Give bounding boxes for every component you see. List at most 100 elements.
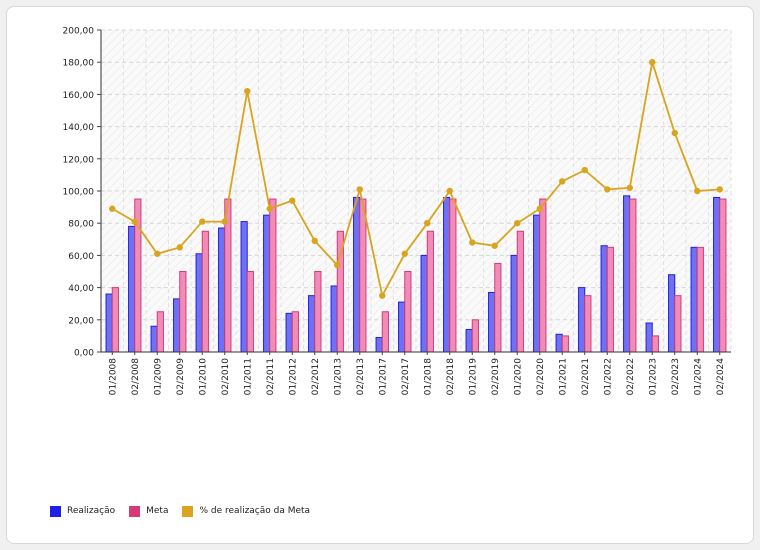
bar-meta (381, 311, 389, 353)
x-tick-label: 01/2018 (423, 358, 433, 396)
x-tick-label: 01/2021 (558, 358, 568, 395)
y-tick-label: 80,00 (68, 220, 94, 230)
point-percentual (649, 59, 656, 66)
bar-meta (426, 230, 434, 353)
point-percentual (401, 250, 408, 257)
y-tick-label: 0,00 (74, 349, 94, 359)
point-percentual (266, 205, 273, 212)
bar-realizacao (668, 274, 676, 353)
y-tick-label: 160,00 (63, 91, 95, 101)
point-percentual (694, 187, 701, 195)
x-tick-label: 02/2021 (581, 358, 591, 395)
point-percentual (446, 187, 453, 195)
x-tick-label: 02/2018 (446, 358, 456, 396)
bar-realizacao (218, 227, 226, 353)
bar-meta (561, 335, 569, 353)
x-tick-label: 01/2008 (108, 358, 118, 396)
bar-realizacao (713, 196, 721, 353)
bar-realizacao (150, 325, 158, 353)
x-tick-label: 01/2012 (288, 358, 298, 395)
point-percentual (311, 237, 318, 245)
point-percentual (469, 239, 476, 246)
bar-realizacao (623, 195, 631, 353)
point-percentual (536, 205, 543, 212)
point-percentual (199, 218, 206, 225)
bar-meta (606, 246, 614, 353)
x-tick-label: 02/2017 (401, 358, 411, 395)
bar-realizacao (330, 285, 338, 353)
y-tick-label: 40,00 (68, 284, 94, 294)
point-percentual (334, 261, 341, 269)
bar-meta (471, 319, 479, 353)
bar-realizacao (465, 328, 473, 353)
legend-item-meta[interactable]: Meta (129, 505, 169, 517)
bar-meta (156, 311, 164, 353)
bar-realizacao (488, 291, 496, 353)
legend-item-percentual[interactable]: % de realização da Meta (182, 505, 311, 517)
bar-meta (449, 198, 457, 353)
legend-label-realizacao: Realização (67, 506, 116, 516)
x-tick-label: 01/2022 (603, 358, 613, 395)
point-percentual (514, 220, 521, 227)
x-tick-label: 01/2013 (333, 358, 343, 395)
point-percentual (424, 220, 431, 227)
x-tick-label: 02/2020 (536, 358, 546, 396)
bar-meta (494, 262, 502, 353)
bar-realizacao (105, 293, 113, 353)
point-percentual (176, 244, 183, 251)
legend-label-percentual: % de realização da Meta (199, 506, 311, 516)
bar-realizacao (645, 322, 653, 353)
bar-meta (674, 295, 682, 353)
bar-meta (651, 335, 659, 353)
point-percentual (356, 186, 363, 193)
bar-realizacao (195, 253, 203, 353)
x-tick-label: 02/2010 (221, 358, 231, 396)
legend-swatch-realizacao (50, 505, 61, 517)
point-percentual (581, 166, 588, 174)
y-tick-label: 100,00 (63, 188, 95, 198)
point-percentual (154, 250, 161, 257)
bar-realizacao (173, 298, 181, 353)
bar-meta (719, 198, 727, 353)
legend-label-meta: Meta (146, 506, 169, 516)
x-tick-label: 02/2024 (716, 358, 726, 396)
x-tick-label: 01/2019 (468, 358, 478, 396)
bar-meta (516, 230, 524, 353)
bar-meta (404, 271, 412, 353)
y-tick-label: 20,00 (68, 316, 94, 326)
point-percentual (716, 186, 723, 193)
bar-realizacao (578, 287, 586, 353)
x-tick-label: 01/2011 (243, 358, 253, 395)
bar-realizacao (420, 254, 428, 353)
point-percentual (109, 205, 116, 212)
point-percentual (604, 186, 611, 193)
bar-realizacao (285, 312, 293, 353)
bar-realizacao (240, 221, 248, 353)
line-percentual (111, 61, 720, 299)
x-tick-label: 01/2023 (648, 358, 658, 395)
x-tick-label: 02/2011 (266, 358, 276, 395)
x-tick-label: 01/2020 (513, 358, 523, 396)
bar-meta (246, 271, 254, 353)
point-percentual (131, 218, 138, 225)
y-tick-label: 140,00 (63, 123, 95, 133)
bar-realizacao (510, 254, 518, 353)
point-percentual (491, 242, 498, 249)
legend: Realização Meta % de realização da Meta (50, 499, 730, 523)
x-tick-label: 02/2019 (491, 358, 501, 396)
y-tick-label: 120,00 (63, 155, 95, 165)
point-percentual (244, 87, 251, 95)
bar-realizacao (353, 196, 361, 353)
bar-meta (201, 230, 209, 353)
bar-meta (629, 198, 637, 353)
y-tick-label: 180,00 (63, 59, 95, 69)
bar-realizacao (128, 225, 136, 353)
bar-meta (359, 198, 367, 353)
legend-item-realizacao[interactable]: Realização (50, 505, 116, 517)
bar-meta (179, 271, 187, 353)
legend-swatch-percentual (182, 505, 194, 517)
x-tick-label: 02/2013 (356, 358, 366, 395)
y-tick-label: 200,00 (63, 27, 95, 37)
x-tick-label: 02/2008 (131, 358, 141, 396)
x-tick-label: 02/2009 (176, 358, 186, 396)
